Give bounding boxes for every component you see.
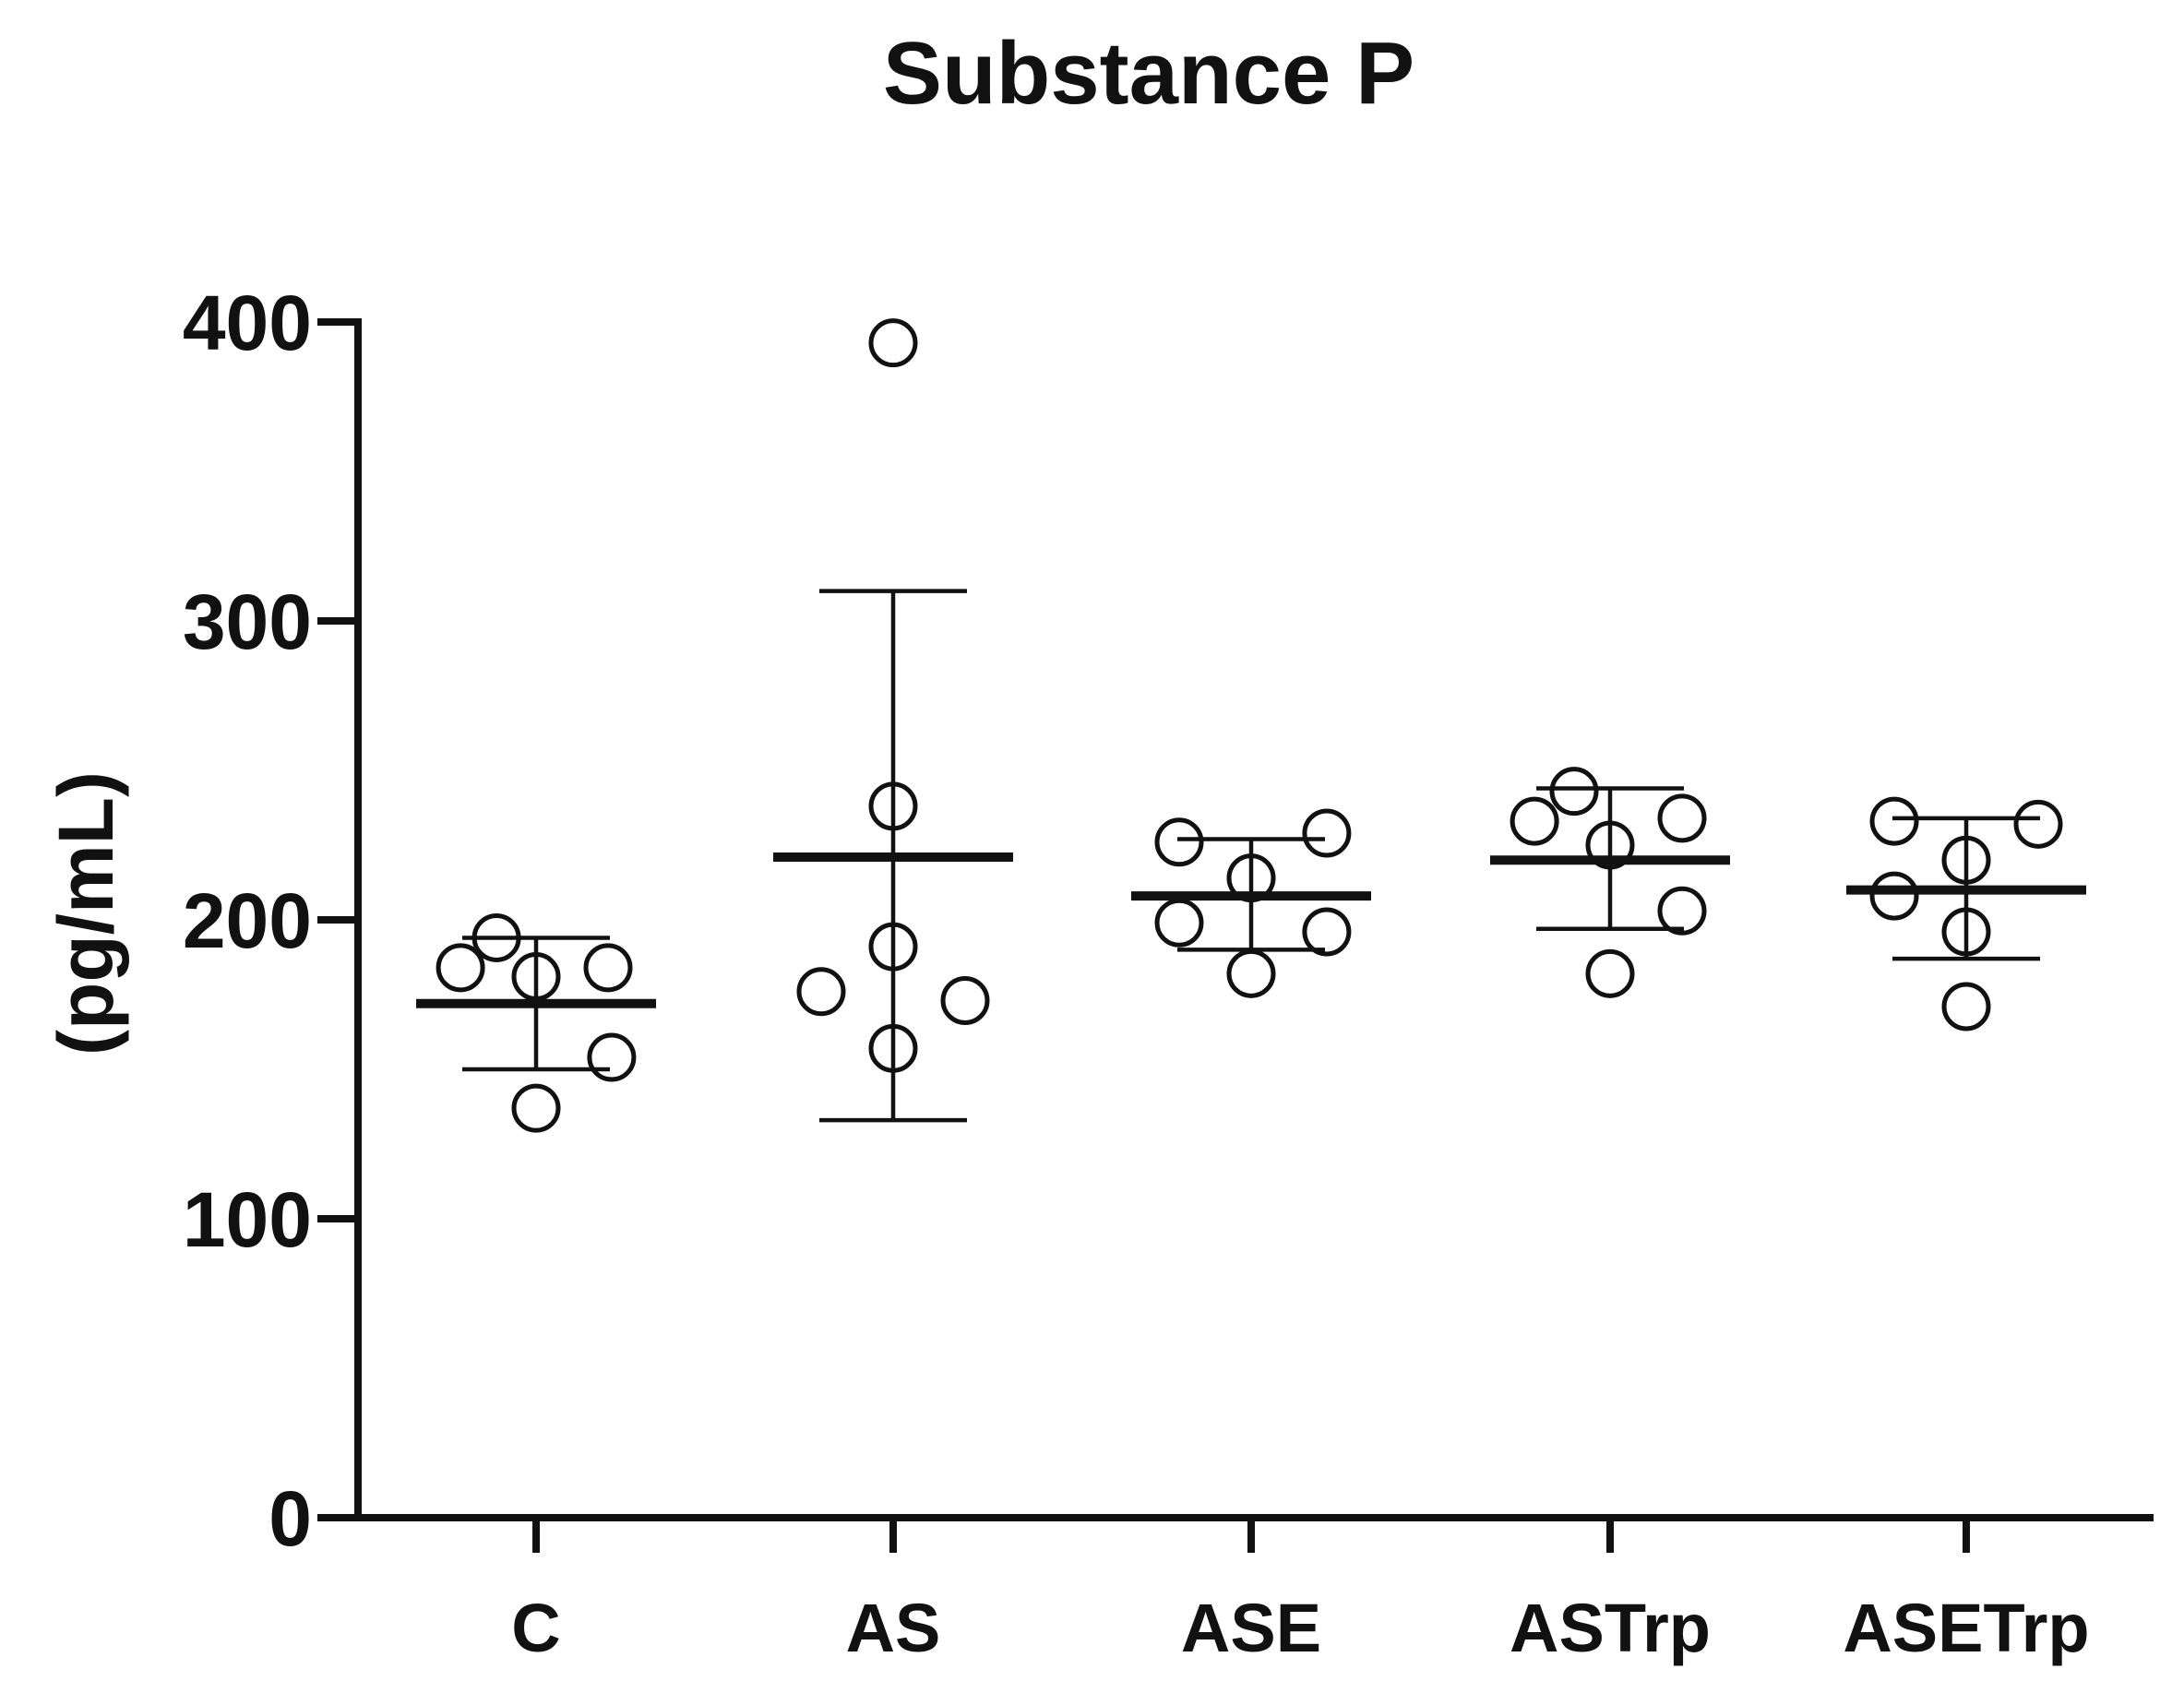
data-point (1302, 808, 1352, 858)
data-point (511, 952, 561, 1002)
y-tick-label: 200 (183, 877, 312, 964)
data-point (1869, 796, 1919, 846)
y-axis-label: (pg/mL) (42, 771, 129, 1055)
data-point (1941, 835, 1991, 885)
x-category-label: C (511, 1590, 560, 1666)
data-point (436, 943, 485, 993)
data-point (1549, 767, 1599, 817)
y-tick-label: 0 (269, 1475, 312, 1562)
data-point (1657, 886, 1707, 936)
data-points (436, 318, 2063, 1133)
x-category-label: ASETrp (1843, 1590, 2089, 1666)
data-point (796, 967, 846, 1017)
data-point (940, 975, 990, 1025)
data-point (1941, 907, 1991, 957)
y-tick-label: 300 (183, 578, 312, 665)
data-point (868, 922, 918, 972)
data-point (1226, 948, 1276, 998)
data-point (2013, 799, 2063, 849)
data-point (868, 781, 918, 831)
data-point (511, 1083, 561, 1133)
data-point (1941, 982, 1991, 1031)
data-point (1657, 793, 1707, 843)
data-point (868, 1023, 918, 1073)
data-point (1510, 796, 1559, 846)
data-point (587, 1032, 637, 1082)
x-category-label: ASTrp (1510, 1590, 1711, 1666)
data-point (1585, 948, 1635, 998)
x-category-label: AS (846, 1590, 941, 1666)
y-tick-label: 100 (183, 1176, 312, 1263)
data-point (1869, 871, 1919, 921)
mean-lines (416, 852, 2086, 1008)
data-point (868, 318, 918, 368)
axes: 0 100 200 300 400 C AS ASE ASTrp ASETrp (183, 280, 2154, 1666)
chart-title: Substance P (883, 24, 1414, 123)
data-point (471, 912, 521, 962)
x-category-label: ASE (1181, 1590, 1321, 1666)
data-point (1154, 817, 1204, 867)
data-point (1585, 820, 1635, 870)
y-tick-label: 400 (183, 280, 312, 366)
data-point (583, 943, 633, 993)
data-point (1302, 907, 1352, 957)
data-point (1154, 898, 1204, 948)
